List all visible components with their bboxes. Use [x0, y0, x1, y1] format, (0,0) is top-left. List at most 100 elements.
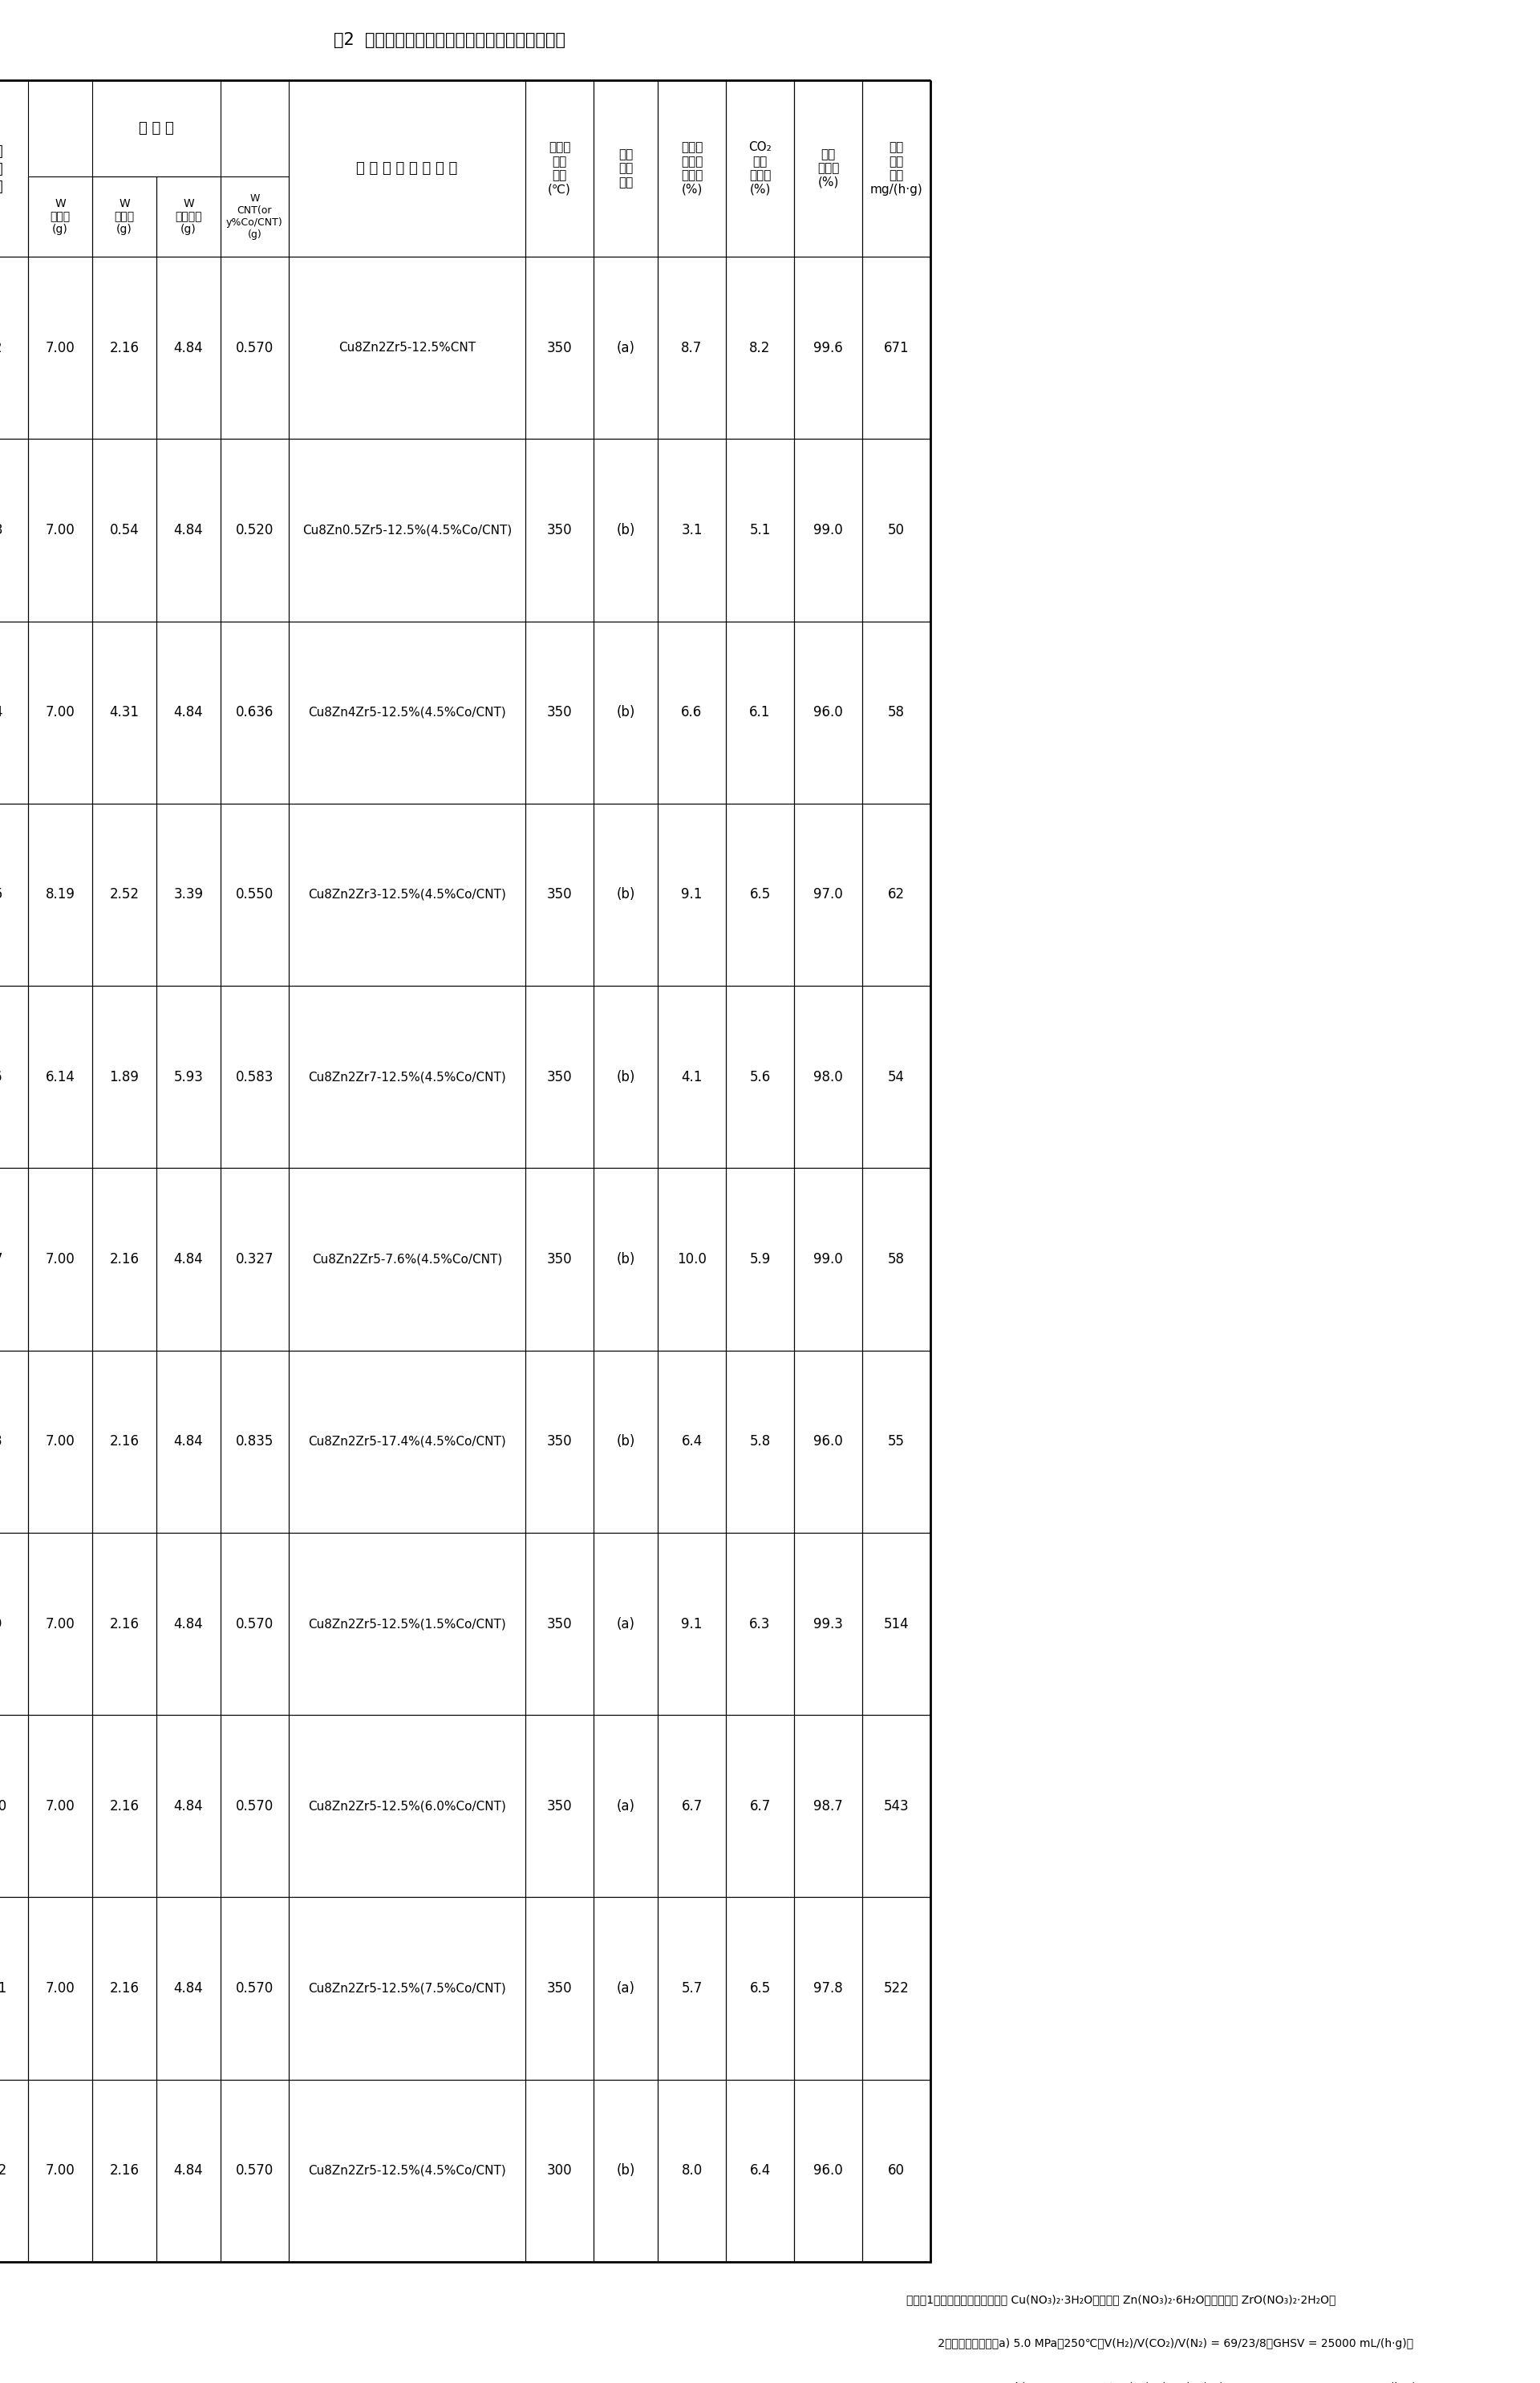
Text: 97.8: 97.8	[813, 1980, 842, 1995]
Text: 甲醇
选择性
(%): 甲醇 选择性 (%)	[818, 148, 839, 188]
Text: 2.16: 2.16	[109, 1980, 139, 1995]
Text: 350: 350	[547, 1070, 573, 1084]
Text: 99.3: 99.3	[813, 1616, 842, 1630]
Text: 0.570: 0.570	[236, 341, 274, 355]
Text: 2.16: 2.16	[109, 2164, 139, 2178]
Text: 350: 350	[547, 1616, 573, 1630]
Text: 6.7: 6.7	[681, 1799, 702, 1813]
Bar	[658, 1168, 725, 1351]
Text: 6.6: 6.6	[681, 705, 702, 720]
Bar	[290, 1532, 525, 1716]
Bar	[862, 1168, 930, 1351]
Text: 350: 350	[547, 522, 573, 536]
Text: 522: 522	[884, 1980, 909, 1995]
Bar	[525, 1351, 593, 1532]
Bar	[725, 81, 795, 257]
Bar	[220, 803, 290, 987]
Text: 7: 7	[0, 1251, 2, 1265]
Text: 99.0: 99.0	[813, 522, 842, 536]
Text: Cu8Zn2Zr5-12.5%(7.5%Co/CNT): Cu8Zn2Zr5-12.5%(7.5%Co/CNT)	[308, 1983, 507, 1995]
Bar	[220, 1532, 290, 1716]
Bar	[290, 1897, 525, 2080]
Bar	[290, 803, 525, 987]
Bar	[658, 987, 725, 1168]
Bar	[593, 1351, 658, 1532]
Bar	[92, 803, 157, 987]
Text: 50: 50	[889, 522, 906, 536]
Text: (a): (a)	[616, 1799, 634, 1813]
Bar	[0, 987, 28, 1168]
Text: 99.0: 99.0	[813, 1251, 842, 1265]
Bar	[593, 81, 658, 257]
Bar	[795, 1168, 862, 1351]
Bar	[157, 622, 220, 803]
Bar	[658, 1716, 725, 1897]
Bar	[28, 1897, 92, 2080]
Text: 96.0: 96.0	[813, 1435, 842, 1449]
Bar	[0, 1532, 28, 1716]
Bar	[0, 257, 28, 438]
Text: 350: 350	[547, 341, 573, 355]
Text: 表2  催化剂的化学组成、制备条件及活性评价结果: 表2 催化剂的化学组成、制备条件及活性评价结果	[333, 31, 565, 48]
Text: 97.0: 97.0	[813, 886, 842, 901]
Bar	[525, 803, 593, 987]
Text: 0.583: 0.583	[236, 1070, 274, 1084]
Bar	[658, 81, 725, 257]
Bar	[0, 81, 930, 2261]
Text: 4.84: 4.84	[174, 1251, 203, 1265]
Text: 附注：1）所用试剂组成：硯酸铜 Cu(NO₃)₂·3H₂O；硯酸锹 Zn(NO₃)₂·6H₂O；硯酸氧锦 ZrO(NO₃)₂·2H₂O。: 附注：1）所用试剂组成：硯酸铜 Cu(NO₃)₂·3H₂O；硯酸锹 Zn(NO₃…	[907, 2295, 1335, 2304]
Text: 2.16: 2.16	[109, 1435, 139, 1449]
Text: 96.0: 96.0	[813, 705, 842, 720]
Text: 催化剂
煅烧
温度
(℃): 催化剂 煅烧 温度 (℃)	[548, 141, 571, 195]
Bar	[862, 987, 930, 1168]
Text: 2）评价反应条件：a) 5.0 MPa，250℃，V(H₂)/V(CO₂)/V(N₂) = 69/23/8，GHSV = 25000 mL/(h·g)；: 2）评价反应条件：a) 5.0 MPa，250℃，V(H₂)/V(CO₂)/V(…	[907, 2338, 1414, 2350]
Bar	[220, 1716, 290, 1897]
Bar	[658, 438, 725, 622]
Text: Cu8Zn2Zr5-12.5%(4.5%Co/CNT): Cu8Zn2Zr5-12.5%(4.5%Co/CNT)	[308, 2164, 507, 2176]
Bar	[862, 1351, 930, 1532]
Text: (b): (b)	[616, 522, 634, 536]
Text: 99.6: 99.6	[813, 341, 842, 355]
Bar	[795, 1897, 862, 2080]
Bar	[658, 1351, 725, 1532]
Bar	[28, 438, 92, 622]
Text: 58: 58	[889, 1251, 906, 1265]
Text: 5.6: 5.6	[750, 1070, 770, 1084]
Text: 2: 2	[0, 341, 2, 355]
Text: 514: 514	[884, 1616, 909, 1630]
Bar	[658, 257, 725, 438]
Text: 逆水煤
气变换
转化率
(%): 逆水煤 气变换 转化率 (%)	[681, 141, 702, 195]
Text: 300: 300	[547, 2164, 573, 2178]
Bar	[157, 803, 220, 987]
Bar	[290, 438, 525, 622]
Bar	[92, 438, 157, 622]
Text: 7.00: 7.00	[45, 341, 75, 355]
Text: 4.84: 4.84	[174, 341, 203, 355]
Text: 2.16: 2.16	[109, 1616, 139, 1630]
Bar	[862, 622, 930, 803]
Text: 12: 12	[0, 2164, 6, 2178]
Text: 350: 350	[547, 1980, 573, 1995]
Bar	[0, 438, 28, 622]
Bar	[795, 1716, 862, 1897]
Text: 甲醇
时空
产率
mg/(h·g): 甲醇 时空 产率 mg/(h·g)	[870, 141, 922, 195]
Text: 350: 350	[547, 1251, 573, 1265]
Text: CO₂
加氢
转化率
(%): CO₂ 加氢 转化率 (%)	[748, 141, 772, 195]
Bar	[157, 1897, 220, 2080]
Bar	[220, 176, 290, 257]
Text: (b): (b)	[616, 1070, 634, 1084]
Text: 评价
反应
条件: 评价 反应 条件	[618, 148, 633, 188]
Bar	[862, 2080, 930, 2261]
Bar	[28, 257, 92, 438]
Text: 10: 10	[0, 1799, 6, 1813]
Text: 3.39: 3.39	[174, 886, 203, 901]
Text: 0.550: 0.550	[236, 886, 274, 901]
Bar	[28, 176, 92, 257]
Bar	[525, 987, 593, 1168]
Bar	[658, 1897, 725, 2080]
Bar	[28, 1532, 92, 1716]
Text: 96.0: 96.0	[813, 2164, 842, 2178]
Bar	[862, 257, 930, 438]
Text: 7.00: 7.00	[45, 1799, 75, 1813]
Text: 实
施
例: 实 施 例	[0, 143, 3, 193]
